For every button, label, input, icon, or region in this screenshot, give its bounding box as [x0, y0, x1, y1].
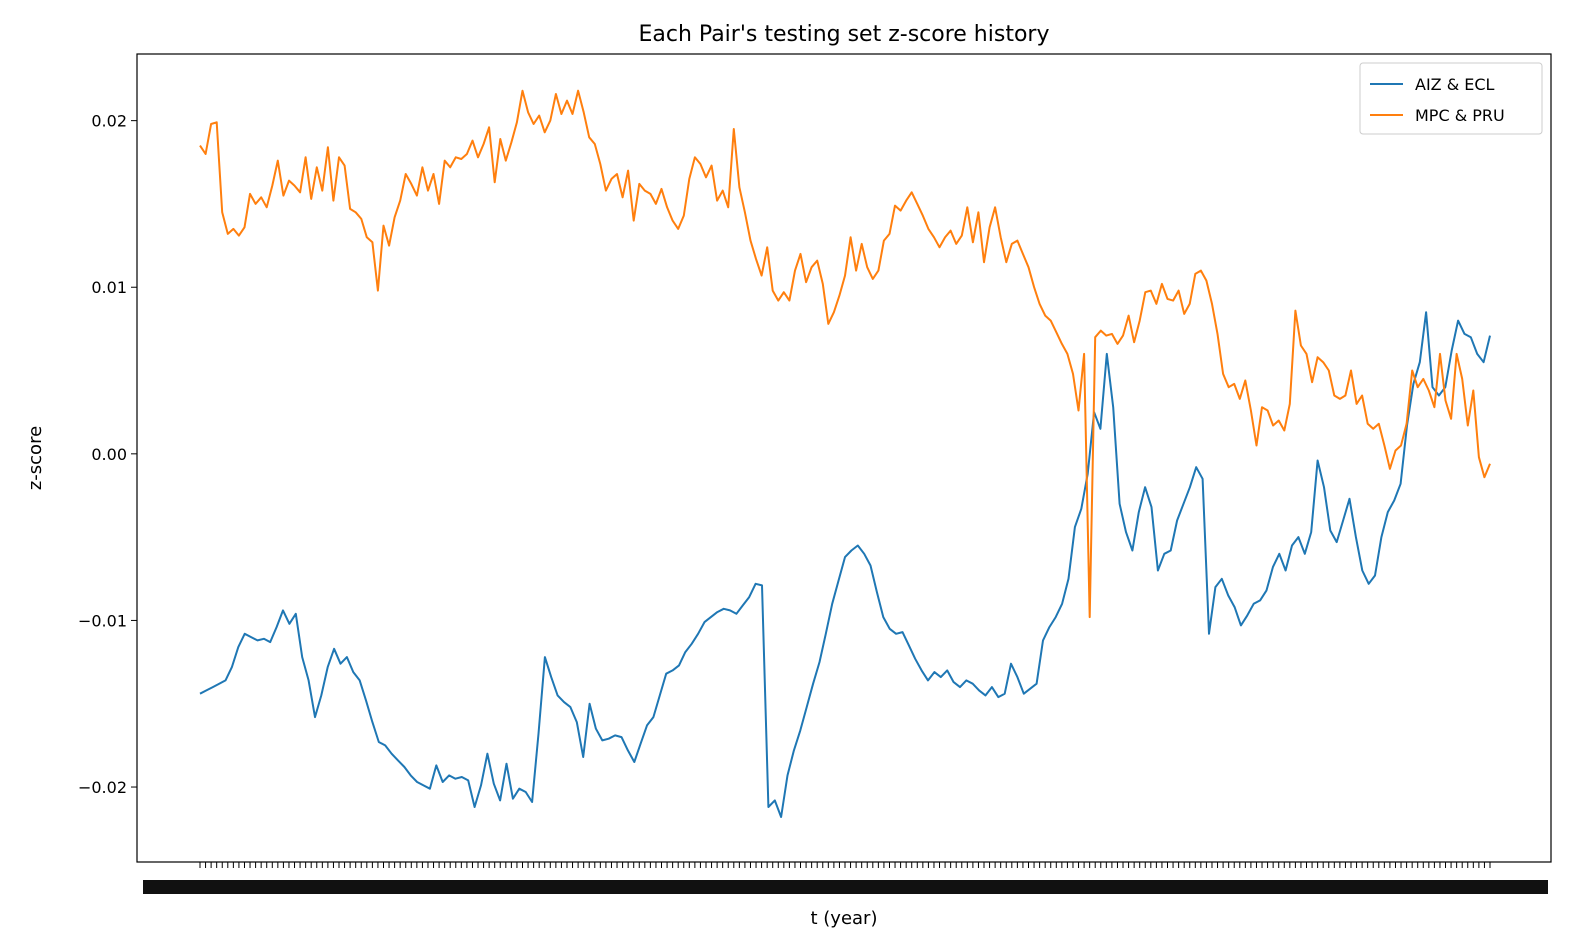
y-axis-label: z-score: [25, 426, 46, 490]
series-line-aiz-ecl: [199, 311, 1491, 818]
y-tick-label: −0.02: [78, 778, 127, 797]
y-axis: −0.02 −0.01 0.00 0.01 0.02: [78, 112, 137, 797]
plot-area-frame: [136, 53, 1552, 863]
y-tick-label: 0.01: [91, 278, 127, 297]
legend-label-aiz-ecl: AIZ & ECL: [1415, 75, 1495, 94]
chart-title: Each Pair's testing set z-score history: [639, 22, 1050, 47]
y-tick-label: 0.00: [91, 445, 127, 464]
y-tick-label: −0.01: [78, 611, 127, 630]
y-tick-label: 0.02: [91, 112, 127, 131]
series-line-mpc-pru: [199, 89, 1491, 619]
legend-box: [1359, 62, 1543, 135]
x-axis-label: t (year): [811, 908, 878, 929]
legend-label-mpc-pru: MPC & PRU: [1415, 106, 1505, 125]
legend: AIZ & ECL MPC & PRU: [1359, 62, 1543, 135]
x-axis: [143, 862, 1548, 894]
series-group: [199, 89, 1491, 818]
x-tick-labels-overlapping: [143, 880, 1548, 894]
